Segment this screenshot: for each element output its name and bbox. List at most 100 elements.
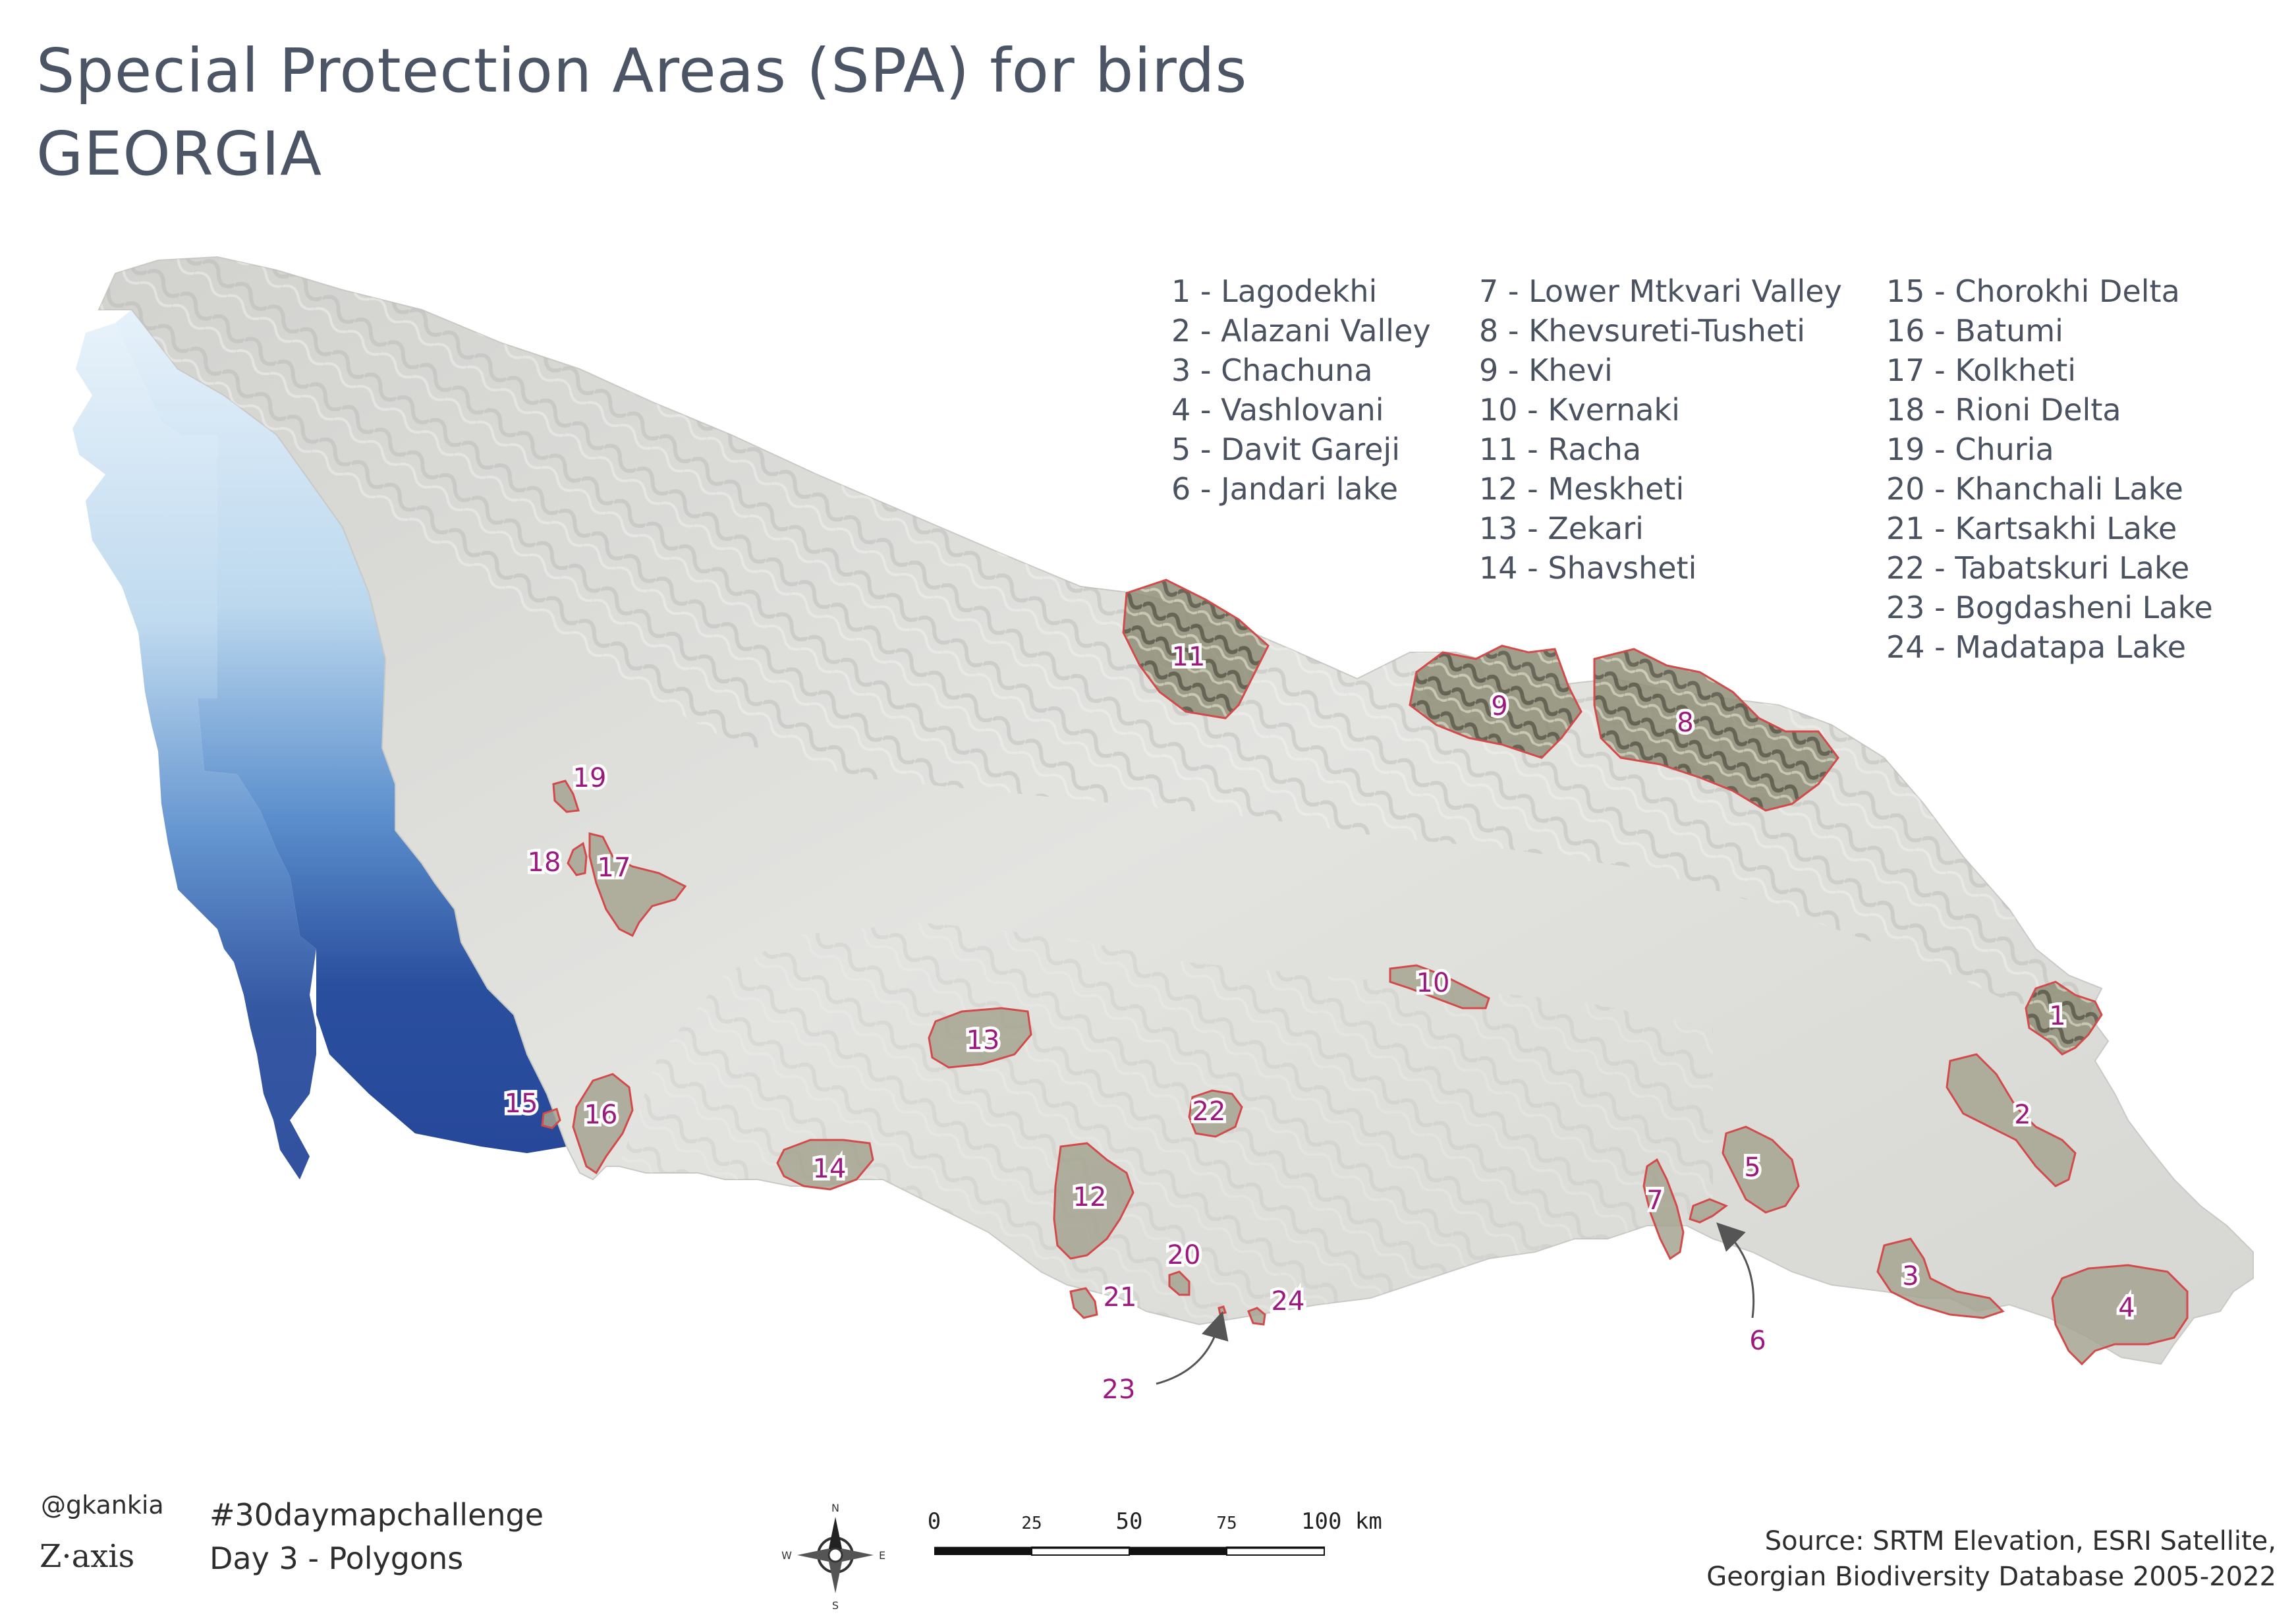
zaxis-logo: Z·axis xyxy=(40,1538,135,1575)
spa-label-3: 3 xyxy=(1902,1261,1918,1292)
spa-polygon-2 xyxy=(1946,1053,2077,1187)
compass-w: W xyxy=(781,1549,792,1562)
legend-item: 15 - Chorokhi Delta xyxy=(1886,273,2180,309)
spa-polygon-22 xyxy=(1188,1089,1243,1138)
legend-column-1: 1 - Lagodekhi 2 - Alazani Valley 3 - Cha… xyxy=(1171,271,1431,509)
legend-item: 4 - Vashlovani xyxy=(1171,392,1384,428)
scale-tick-75: 75 xyxy=(1216,1514,1237,1533)
legend-item: 2 - Alazani Valley xyxy=(1171,313,1431,349)
arrow-23 xyxy=(1156,1311,1229,1385)
spa-label-15: 15 xyxy=(505,1089,538,1119)
spa-label-10: 10 xyxy=(1416,968,1450,998)
legend-column-2: 7 - Lower Mtkvari Valley 8 - Khevsureti-… xyxy=(1479,271,1842,588)
spa-polygon-4 xyxy=(2051,1264,2189,1366)
relief-shading-south xyxy=(619,923,1713,1324)
spa-polygon-18 xyxy=(567,841,588,876)
legend-item: 19 - Churia xyxy=(1886,432,2054,467)
spa-polygon-6 xyxy=(1689,1198,1729,1224)
compass-n: N xyxy=(831,1502,839,1514)
spa-polygon-9 xyxy=(1409,644,1582,759)
spa-label-19: 19 xyxy=(573,763,607,793)
spa-label-24: 24 xyxy=(1272,1286,1305,1317)
scale-tick-50: 50 xyxy=(1116,1508,1143,1535)
challenge-hashtag: #30daymapchallenge xyxy=(210,1497,544,1533)
spa-label-8: 8 xyxy=(1677,708,1693,738)
sea-coast-lower xyxy=(115,310,567,1153)
legend-item: 13 - Zekari xyxy=(1479,511,1644,546)
legend-item: 7 - Lower Mtkvari Valley xyxy=(1479,273,1842,309)
legend-item: 23 - Bogdasheni Lake xyxy=(1886,590,2213,625)
map-subtitle: GEORGIA xyxy=(36,119,323,189)
black-sea xyxy=(72,323,316,1179)
spa-label-6: 6 xyxy=(1749,1326,1766,1356)
legend-item: 3 - Chachuna xyxy=(1171,353,1373,388)
spa-polygon-16 xyxy=(572,1073,634,1175)
scale-bar: 0 25 50 75 100 km xyxy=(928,1508,1382,1556)
spa-polygon-5 xyxy=(1722,1125,1800,1214)
spa-polygon-12 xyxy=(1053,1142,1134,1260)
spa-polygon-21 xyxy=(1069,1287,1098,1319)
legend-item: 20 - Khanchali Lake xyxy=(1886,471,2183,507)
legend-item: 12 - Meskheti xyxy=(1479,471,1685,507)
spa-label-20: 20 xyxy=(1167,1240,1201,1270)
scale-tick-100: 100 km xyxy=(1301,1508,1382,1535)
spa-label-1: 1 xyxy=(2049,1001,2065,1031)
legend-item: 14 - Shavsheti xyxy=(1479,550,1697,586)
spa-polygon-10 xyxy=(1389,964,1490,1009)
spa-label-5: 5 xyxy=(1744,1152,1760,1183)
spa-label-14: 14 xyxy=(813,1154,847,1184)
spa-label-11: 11 xyxy=(1172,642,1206,672)
spa-label-4: 4 xyxy=(2118,1293,2135,1323)
source-line-2: Georgian Biodiversity Database 2005-2022 xyxy=(1706,1562,2276,1592)
spa-polygon-8 xyxy=(1593,648,1839,812)
legend-item: 11 - Racha xyxy=(1479,432,1642,467)
spa-polygon-13 xyxy=(928,1007,1032,1069)
spa-label-17: 17 xyxy=(598,853,631,883)
legend-column-3: 15 - Chorokhi Delta 16 - Batumi 17 - Kol… xyxy=(1886,271,2213,667)
spa-label-21: 21 xyxy=(1104,1282,1137,1313)
spa-polygon-23 xyxy=(1218,1305,1227,1315)
spa-polygon-20 xyxy=(1168,1270,1190,1296)
spa-label-12: 12 xyxy=(1073,1182,1107,1212)
scale-tick-25: 25 xyxy=(1021,1514,1042,1533)
compass-e: E xyxy=(879,1549,885,1562)
spa-label-13: 13 xyxy=(966,1025,1000,1056)
legend-item: 1 - Lagodekhi xyxy=(1171,273,1378,309)
legend-item: 10 - Kvernaki xyxy=(1479,392,1680,428)
spa-polygon-24 xyxy=(1247,1307,1266,1326)
map-title: Special Protection Areas (SPA) for birds xyxy=(36,36,1248,106)
spa-label-7: 7 xyxy=(1646,1185,1663,1216)
legend-item: 9 - Khevi xyxy=(1479,353,1613,388)
compass-s: S xyxy=(832,1599,839,1612)
spa-polygon-15 xyxy=(541,1108,561,1129)
legend-item: 22 - Tabatskuri Lake xyxy=(1886,550,2190,586)
spa-label-2: 2 xyxy=(2014,1100,2030,1130)
spa-polygon-14 xyxy=(776,1139,874,1191)
arrow-6 xyxy=(1716,1222,1755,1319)
author-handle: @gkankia xyxy=(41,1491,164,1520)
legend-item: 6 - Jandari lake xyxy=(1171,471,1398,507)
day-label: Day 3 - Polygons xyxy=(210,1541,464,1576)
spa-label-18: 18 xyxy=(528,847,561,878)
spa-label-9: 9 xyxy=(1491,691,1507,722)
legend-item: 5 - Davit Gareji xyxy=(1171,432,1400,467)
relief-shading xyxy=(99,257,2102,1015)
legend-item: 17 - Kolkheti xyxy=(1886,353,2077,388)
spa-polygon-3 xyxy=(1876,1237,2005,1319)
spa-polygon-17 xyxy=(588,832,687,938)
spa-polygon-1 xyxy=(2025,980,2103,1056)
source-line-1: Source: SRTM Elevation, ESRI Satellite, xyxy=(1764,1526,2276,1556)
spa-label-22: 22 xyxy=(1192,1096,1226,1127)
compass-rose: N S E W xyxy=(781,1502,885,1612)
legend-item: 18 - Rioni Delta xyxy=(1886,392,2121,428)
spa-polygon-19 xyxy=(552,780,580,813)
spa-label-23: 23 xyxy=(1102,1375,1136,1405)
legend-item: 16 - Batumi xyxy=(1886,313,2063,349)
legend-item: 24 - Madatapa Lake xyxy=(1886,629,2186,665)
spa-polygon-11 xyxy=(1122,579,1270,720)
spa-label-16: 16 xyxy=(584,1100,618,1130)
legend-item: 8 - Khevsureti-Tusheti xyxy=(1479,313,1805,349)
spa-polygon-7 xyxy=(1642,1158,1685,1261)
legend-item: 21 - Kartsakhi Lake xyxy=(1886,511,2177,546)
